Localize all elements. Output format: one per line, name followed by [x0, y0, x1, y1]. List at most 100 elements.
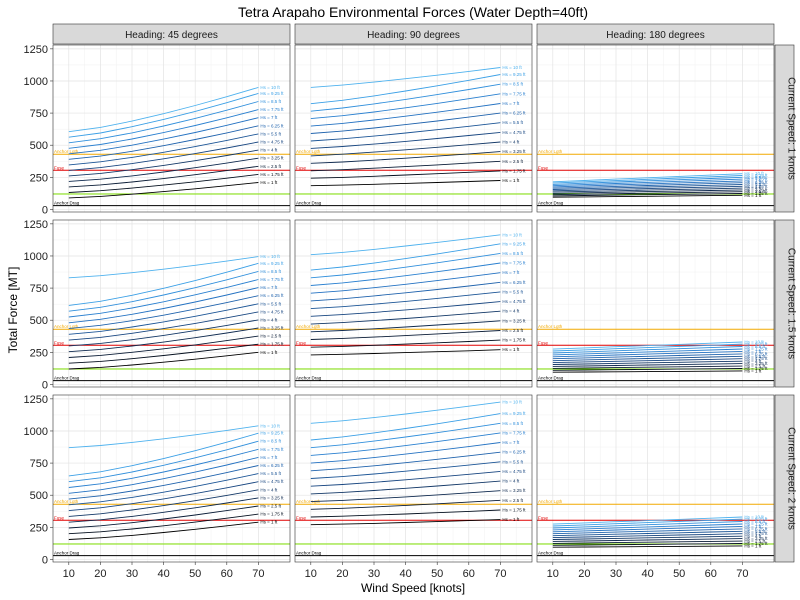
- series-label: Hs = 7.75 ft: [260, 107, 284, 112]
- reference-line-label: Anchor Lgth: [54, 324, 79, 329]
- x-tick-label: 60: [463, 568, 475, 580]
- series-label: Hs = 8.5 ft: [260, 269, 281, 274]
- series-line: [310, 180, 501, 187]
- series-line: [552, 543, 743, 546]
- series-label: Hs = 9.25 ft: [502, 411, 526, 416]
- series-line: [68, 109, 259, 149]
- row-strip: [774, 219, 795, 388]
- series-line: [310, 301, 501, 317]
- y-tick-label: 500: [30, 140, 48, 152]
- series-line: [310, 349, 501, 356]
- series-label: Hs = 10 ft: [260, 423, 280, 428]
- series-label: Hs = 4.75 ft: [744, 184, 768, 189]
- series-label: Hs = 5.5 ft: [260, 131, 281, 136]
- series-label: Hs = 3.25 ft: [744, 536, 768, 541]
- series-line: [68, 86, 259, 133]
- column-strip-label: Heading: 90 degrees: [367, 30, 460, 41]
- chart-title: Tetra Arapaho Environmental Forces (Wate…: [238, 4, 588, 20]
- series-line: [68, 521, 259, 540]
- series-label: Hs = 4 ft: [502, 309, 520, 314]
- reference-line-label: Fuse: [54, 165, 65, 170]
- column-strip: [294, 23, 533, 45]
- series-line: [68, 149, 259, 177]
- series-label: Hs = 1.75 ft: [502, 507, 526, 512]
- series-line: [310, 243, 501, 271]
- y-tick-label: 500: [30, 490, 48, 502]
- series-label: Hs = 9.25 ft: [260, 91, 284, 96]
- series-label: Hs = 5.5 ft: [502, 120, 523, 125]
- reference-line-label: Anchor Lgth: [54, 149, 79, 154]
- series-label: Hs = 8.5 ft: [744, 175, 765, 180]
- series-line: [310, 519, 501, 526]
- series-line: [68, 101, 259, 144]
- y-tick-label: 250: [30, 347, 48, 359]
- series-label: Hs = 7 ft: [260, 455, 278, 460]
- series-label: Hs = 10 ft: [260, 254, 280, 259]
- series-line: [552, 538, 743, 542]
- y-tick-label: 750: [30, 283, 48, 295]
- series-label: Hs = 3.25 ft: [260, 495, 284, 500]
- series-label: Hs = 3.25 ft: [744, 361, 768, 366]
- x-tick-label: 70: [736, 568, 748, 580]
- x-tick-label: 70: [494, 568, 506, 580]
- y-tick-label: 1000: [24, 251, 48, 263]
- y-axis-label: Total Force [MT]: [6, 267, 20, 354]
- series-label: Hs = 9.25 ft: [502, 241, 526, 246]
- series-label: Hs = 1.75 ft: [260, 512, 284, 517]
- series-label: Hs = 6.25 ft: [744, 351, 768, 356]
- series-label: Hs = 1.75 ft: [260, 172, 284, 177]
- series-line: [310, 67, 501, 88]
- y-tick-label: 1250: [24, 219, 48, 231]
- row-strip: [774, 44, 795, 213]
- series-line: [310, 470, 501, 487]
- series-line: [552, 187, 743, 193]
- series-label: Hs = 5.5 ft: [744, 354, 765, 359]
- series-label: Hs = 9.25 ft: [260, 431, 284, 436]
- series-line: [552, 518, 743, 527]
- reference-line-label: Anchor Drag: [538, 551, 564, 556]
- reference-line-label: Anchor Lgth: [538, 324, 563, 329]
- series-label: Hs = 7 ft: [744, 178, 762, 183]
- series-label: Hs = 3.25 ft: [260, 156, 284, 161]
- panel-background: [295, 220, 532, 387]
- series-label: Hs = 9.25 ft: [260, 261, 284, 266]
- series-label: Hs = 2.5 ft: [260, 503, 281, 508]
- series-line: [68, 351, 259, 370]
- series-label: Hs = 2.5 ft: [744, 189, 765, 194]
- reference-line-label: Anchor Lgth: [54, 499, 79, 504]
- series-label: Hs = 4 ft: [260, 148, 278, 153]
- series-line: [552, 184, 743, 190]
- series-label: Hs = 1.75 ft: [502, 338, 526, 343]
- series-label: Hs = 7.75 ft: [260, 447, 284, 452]
- column-strip: [536, 23, 775, 45]
- reference-line-label: Anchor Drag: [54, 376, 80, 381]
- x-tick-label: 50: [673, 568, 685, 580]
- series-line: [552, 346, 743, 354]
- series-line: [68, 497, 259, 523]
- series-label: Hs = 6.25 ft: [260, 123, 284, 128]
- y-tick-label: 500: [30, 315, 48, 327]
- series-line: [310, 131, 501, 149]
- panel-background: [295, 395, 532, 562]
- series-label: Hs = 6.25 ft: [502, 111, 526, 116]
- series-line: [310, 310, 501, 325]
- series-line: [552, 368, 743, 371]
- series-label: Hs = 3.25 ft: [744, 187, 768, 192]
- series-line: [310, 272, 501, 294]
- series-label: Hs = 6.25 ft: [260, 293, 284, 298]
- series-line: [68, 343, 259, 364]
- series-line: [68, 133, 259, 166]
- y-tick-label: 250: [30, 172, 48, 184]
- panel-background: [295, 45, 532, 212]
- reference-line-label: Fuse: [296, 515, 307, 520]
- y-tick-label: 750: [30, 458, 48, 470]
- series-label: Hs = 10 ft: [744, 171, 764, 176]
- series-label: Hs = 4.75 ft: [744, 356, 768, 361]
- series-line: [552, 540, 743, 544]
- x-tick-label: 10: [547, 568, 559, 580]
- x-tick-label: 20: [336, 568, 348, 580]
- reference-line-label: Anchor Drag: [296, 551, 322, 556]
